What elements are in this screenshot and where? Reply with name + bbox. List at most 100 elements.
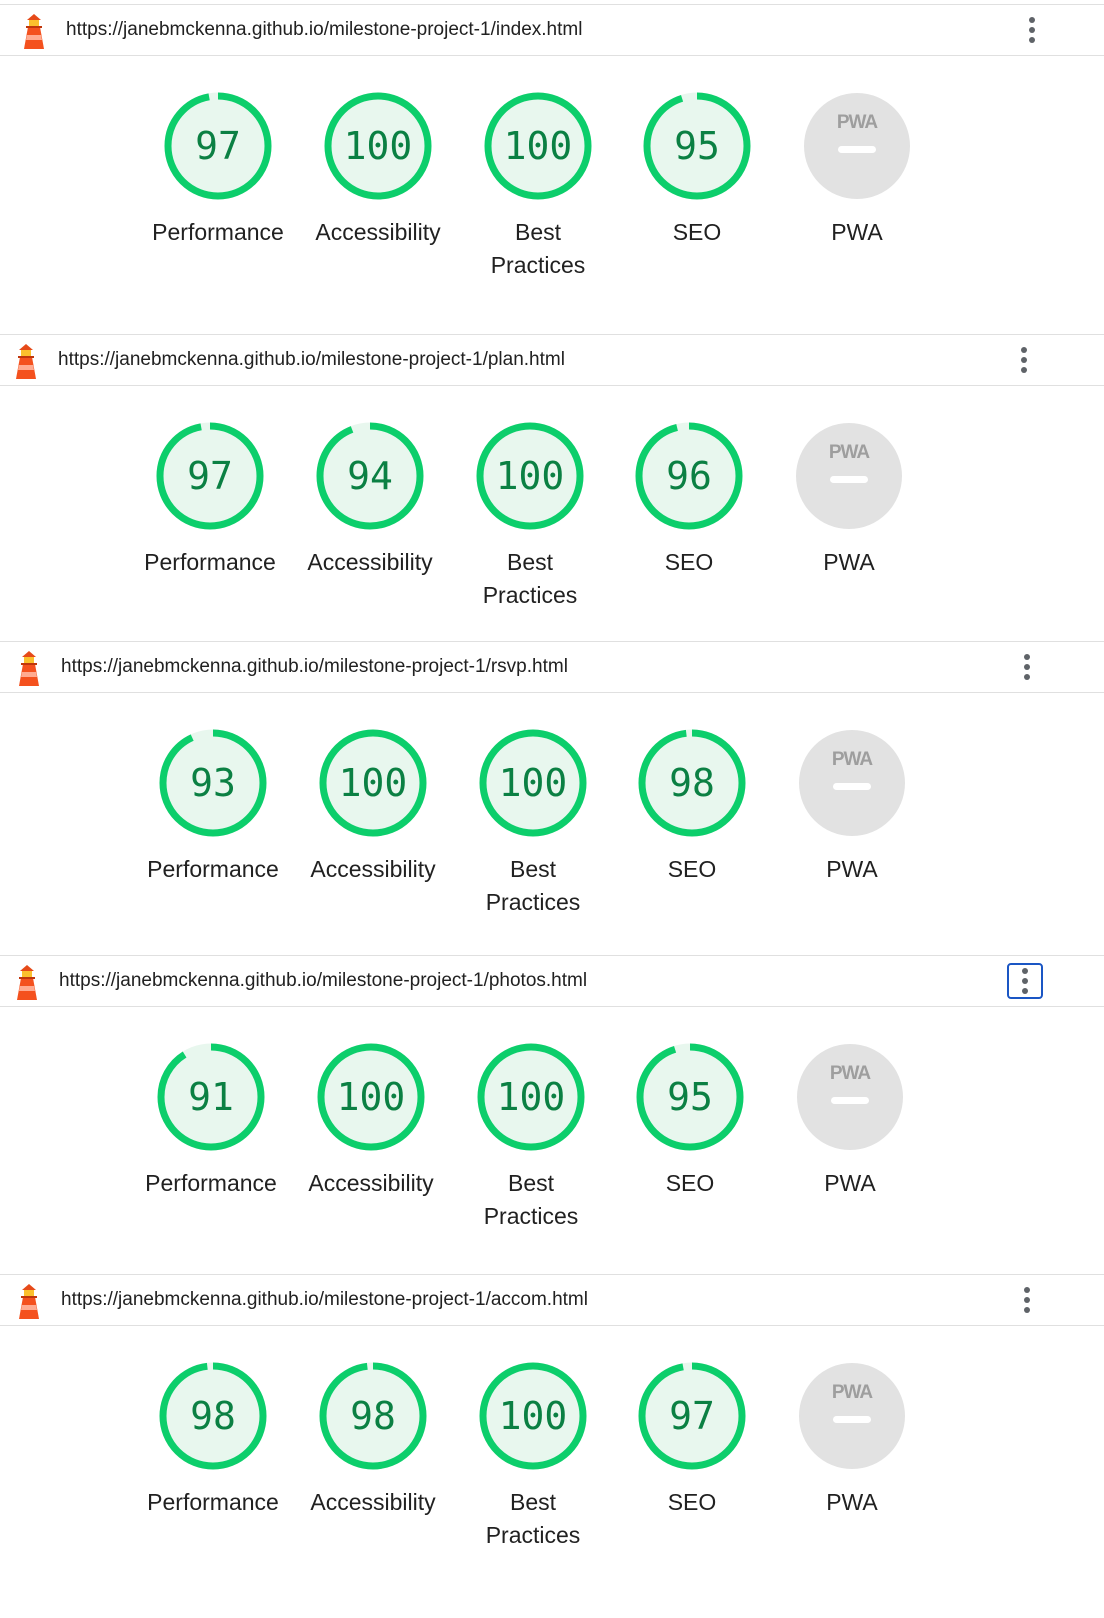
- gauge-label: SEO: [667, 1489, 717, 1515]
- report-url: https://janebmckenna.github.io/milestone…: [58, 349, 565, 370]
- lighthouse-icon: [11, 343, 41, 381]
- gauge-label: SEO: [664, 549, 714, 575]
- gauge-arc: [157, 1043, 265, 1151]
- gauge-label: PWA: [831, 219, 883, 245]
- report-url: https://janebmckenna.github.io/milestone…: [61, 1289, 588, 1310]
- gauge-accessibility[interactable]: 100 Accessibility: [298, 727, 448, 886]
- gauge-label: SEO: [665, 1170, 715, 1196]
- more-vert-icon[interactable]: [1009, 1282, 1045, 1318]
- gauge-label: PWA: [823, 549, 875, 575]
- gauge-seo[interactable]: 97 SEO: [617, 1360, 767, 1519]
- gauge-accessibility[interactable]: 100 Accessibility: [296, 1041, 446, 1200]
- score-value: 97: [669, 1394, 715, 1438]
- score-value: 98: [350, 1394, 396, 1438]
- report-url: https://janebmckenna.github.io/milestone…: [66, 19, 583, 40]
- gauge-arc: [638, 1362, 746, 1470]
- gauge-pwa[interactable]: PWA PWA: [777, 727, 927, 886]
- gauge-pwa[interactable]: PWA PWA: [775, 1041, 925, 1200]
- gauge-arc: [479, 729, 587, 837]
- gauge-arc: [156, 422, 264, 530]
- gauge-seo[interactable]: 96 SEO: [614, 420, 764, 579]
- gauge-performance[interactable]: 93 Performance: [138, 727, 288, 886]
- gauge-label-line: Practices: [485, 1522, 581, 1548]
- pwa-badge-icon: PWA: [799, 1363, 905, 1469]
- gauge-performance[interactable]: 97 Performance: [135, 420, 285, 579]
- category-gauges: 97 Performance 94 Accessibility 100 Best Pract…: [0, 420, 1104, 620]
- gauge-label: Best Practices: [458, 1486, 608, 1552]
- gauge-best-practices[interactable]: 100 Best Practices: [463, 90, 613, 282]
- gauge-arc: [319, 1362, 427, 1470]
- score-value: 97: [187, 454, 233, 498]
- gauge-performance[interactable]: 98 Performance: [138, 1360, 288, 1519]
- score-value: 91: [188, 1075, 234, 1119]
- report-1: https://janebmckenna.github.io/milestone…: [0, 4, 1104, 304]
- gauge-pwa[interactable]: PWA PWA: [777, 1360, 927, 1519]
- category-gauges: 97 Performance 100 Accessibility 100 Best Prac…: [0, 90, 1104, 290]
- score-value: 98: [669, 761, 715, 805]
- gauge-best-practices[interactable]: 100 Best Practices: [455, 420, 605, 612]
- gauge-label-line: Practices: [485, 889, 581, 915]
- gauge-best-practices[interactable]: 100 Best Practices: [458, 1360, 608, 1552]
- score-value: 100: [504, 124, 573, 168]
- category-gauges: 98 Performance 98 Accessibility 100 Best Pract…: [0, 1360, 1104, 1560]
- gauge-label: Performance: [145, 1170, 277, 1196]
- gauge-label: PWA: [824, 1170, 876, 1196]
- score-value: 100: [499, 1394, 568, 1438]
- gauge-label: Best Practices: [456, 1167, 606, 1233]
- lighthouse-icon: [14, 1283, 44, 1321]
- more-vert-icon[interactable]: [1007, 963, 1043, 999]
- report-header: https://janebmckenna.github.io/milestone…: [0, 4, 1104, 56]
- gauge-seo[interactable]: 98 SEO: [617, 727, 767, 886]
- gauge-performance[interactable]: 97 Performance: [143, 90, 293, 249]
- gauge-pwa[interactable]: PWA PWA: [782, 90, 932, 249]
- gauge-label-line: Practices: [482, 582, 578, 608]
- gauge-arc: [479, 1362, 587, 1470]
- gauge-best-practices[interactable]: 100 Best Practices: [458, 727, 608, 919]
- report-header: https://janebmckenna.github.io/milestone…: [0, 955, 1104, 1007]
- report-2: https://janebmckenna.github.io/milestone…: [0, 334, 1104, 634]
- gauge-arc: [643, 92, 751, 200]
- gauge-label: Performance: [152, 219, 284, 245]
- gauge-arc: [477, 1043, 585, 1151]
- report-5: https://janebmckenna.github.io/milestone…: [0, 1274, 1104, 1574]
- gauge-label: Accessibility: [308, 1170, 434, 1196]
- category-gauges: 93 Performance 100 Accessibility 100 Best Prac…: [0, 727, 1104, 927]
- score-value: 96: [666, 454, 712, 498]
- score-value: 95: [674, 124, 720, 168]
- report-url: https://janebmckenna.github.io/milestone…: [59, 970, 588, 991]
- report-4: https://janebmckenna.github.io/milestone…: [0, 955, 1104, 1255]
- gauge-seo[interactable]: 95 SEO: [615, 1041, 765, 1200]
- gauge-label: PWA: [826, 856, 878, 882]
- gauge-label: Best Practices: [455, 546, 605, 612]
- gauge-arc: [476, 422, 584, 530]
- gauge-accessibility[interactable]: 98 Accessibility: [298, 1360, 448, 1519]
- gauge-pwa[interactable]: PWA PWA: [774, 420, 924, 579]
- gauge-arc: [159, 1362, 267, 1470]
- gauge-label: Performance: [144, 549, 276, 575]
- gauge-label: Accessibility: [315, 219, 441, 245]
- gauge-arc: [635, 422, 743, 530]
- gauge-label: Accessibility: [310, 1489, 436, 1515]
- gauge-arc: [316, 422, 424, 530]
- pwa-badge-text: PWA: [832, 749, 874, 770]
- gauge-performance[interactable]: 91 Performance: [136, 1041, 286, 1200]
- gauge-seo[interactable]: 95 SEO: [622, 90, 772, 249]
- score-value: 94: [347, 454, 393, 498]
- gauge-label-line: Best: [507, 1170, 555, 1196]
- gauge-label: Accessibility: [310, 856, 436, 882]
- more-vert-icon[interactable]: [1014, 12, 1050, 48]
- score-value: 100: [337, 1075, 406, 1119]
- gauge-best-practices[interactable]: 100 Best Practices: [456, 1041, 606, 1233]
- gauge-arc: [484, 92, 592, 200]
- gauge-label-line: Best: [506, 549, 554, 575]
- gauge-arc: [638, 729, 746, 837]
- category-gauges: 91 Performance 100 Accessibility 100 Best Prac…: [0, 1041, 1104, 1241]
- more-vert-icon[interactable]: [1006, 342, 1042, 378]
- gauge-accessibility[interactable]: 94 Accessibility: [295, 420, 445, 579]
- report-header: https://janebmckenna.github.io/milestone…: [0, 641, 1104, 693]
- gauge-accessibility[interactable]: 100 Accessibility: [303, 90, 453, 249]
- more-vert-icon[interactable]: [1009, 649, 1045, 685]
- score-value: 100: [499, 761, 568, 805]
- pwa-badge-icon: PWA: [797, 1044, 903, 1150]
- gauge-arc: [159, 729, 267, 837]
